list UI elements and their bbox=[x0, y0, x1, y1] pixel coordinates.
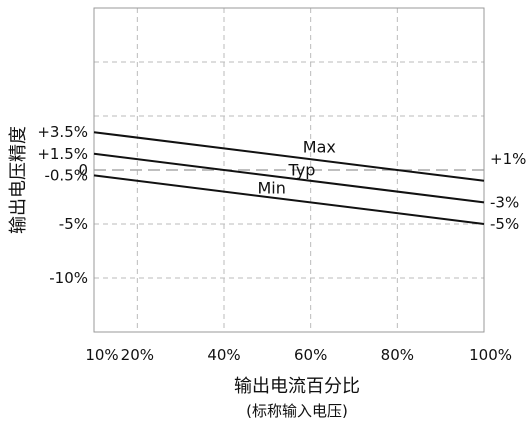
x-tick-label: 60% bbox=[294, 346, 327, 364]
y-tick-label: +3.5% bbox=[37, 123, 88, 141]
x-axis-subtitle: (标称输入电压) bbox=[246, 402, 348, 420]
series-label-typ: Typ bbox=[288, 161, 316, 180]
y-tick-label: 0 bbox=[78, 161, 88, 179]
series-label-max: Max bbox=[303, 137, 336, 156]
x-tick-label: 40% bbox=[207, 346, 240, 364]
series-line-typ bbox=[93, 152, 485, 204]
plot-frame bbox=[93, 7, 485, 333]
y-tick-label: -0.5% bbox=[44, 166, 88, 184]
y-tick-label: -10% bbox=[49, 269, 88, 287]
y-tick-label: -5% bbox=[59, 215, 88, 233]
right-end-label: -5% bbox=[490, 215, 519, 233]
right-end-label: +1% bbox=[490, 150, 526, 168]
x-tick-label: 20% bbox=[121, 346, 154, 364]
x-tick-label: 80% bbox=[381, 346, 414, 364]
x-axis-title: 输出电流百分比 bbox=[234, 376, 360, 397]
x-tick-label: 100% bbox=[469, 346, 512, 364]
y-tick-label: +1.5% bbox=[37, 145, 88, 163]
x-tick-label: 10% bbox=[85, 346, 118, 364]
series-label-min: Min bbox=[257, 179, 285, 198]
series-line-min bbox=[93, 174, 485, 225]
series-line-max bbox=[93, 131, 485, 182]
right-end-label: -3% bbox=[490, 193, 519, 211]
y-axis-title: 输出电压精度 bbox=[8, 126, 29, 234]
